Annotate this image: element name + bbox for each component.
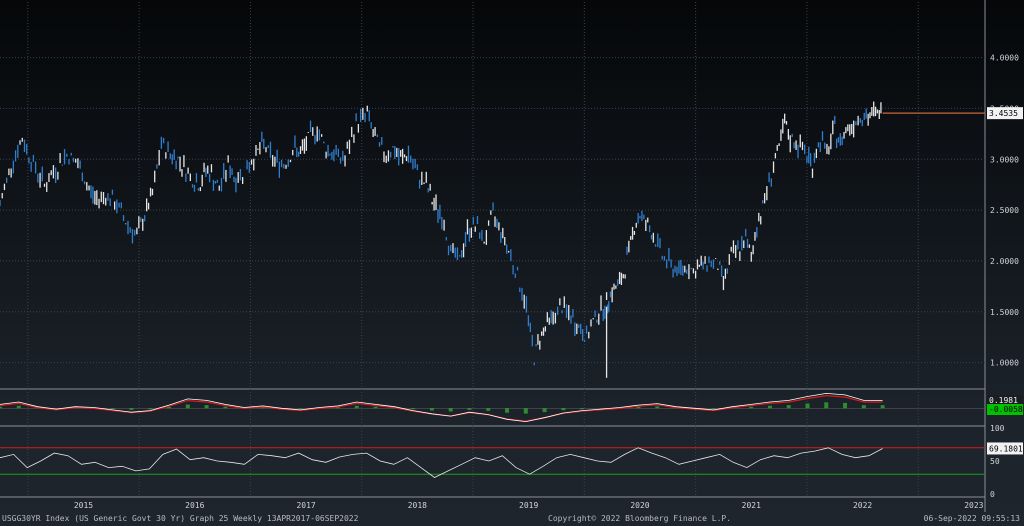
x-tick-label: 2020 xyxy=(630,501,649,510)
macd-label-box xyxy=(987,395,1023,406)
rsi-last-label: 69.1801 xyxy=(989,444,1023,453)
x-tick-label: 2016 xyxy=(185,501,204,510)
y-tick-label: 1.5000 xyxy=(990,308,1019,317)
y-tick-label: 2.5000 xyxy=(990,206,1019,215)
macd-line xyxy=(0,392,883,423)
x-tick-label: 2015 xyxy=(74,501,93,510)
rsi-line xyxy=(0,447,883,478)
footer-security-description: USGG30YR Index (US Generic Govt 30 Yr) G… xyxy=(2,514,359,523)
y-tick-label: 1.0000 xyxy=(990,359,1019,368)
x-tick-label: 2022 xyxy=(853,501,872,510)
x-tick-label: 2019 xyxy=(519,501,538,510)
x-tick-label: 2017 xyxy=(296,501,315,510)
macd-value-label: 0.1981 xyxy=(989,396,1018,405)
rsi-y-tick-label: 50 xyxy=(990,457,1000,466)
footer-copyright: Copyright© 2022 Bloomberg Finance L.P. xyxy=(548,514,732,523)
y-tick-label: 3.0000 xyxy=(990,155,1019,164)
rsi-y-tick-label: 0 xyxy=(990,490,995,499)
rsi-last-label-box xyxy=(987,442,1023,455)
rsi-y-tick-label: 100 xyxy=(990,424,1005,433)
x-tick-label: 2023 xyxy=(964,501,983,510)
signal-label-box xyxy=(987,404,1023,415)
signal-value-label: -0.0058 xyxy=(989,405,1023,414)
footer-timestamp: 06-Sep-2022 09:55:13 xyxy=(923,514,1020,523)
last-price-label-box xyxy=(987,107,1023,120)
last-price-label: 3.4535 xyxy=(989,109,1018,118)
x-tick-label: 2021 xyxy=(742,501,761,510)
y-tick-label: 2.0000 xyxy=(990,257,1019,266)
x-tick-label: 2018 xyxy=(408,501,427,510)
y-tick-label: 4.0000 xyxy=(990,54,1019,63)
